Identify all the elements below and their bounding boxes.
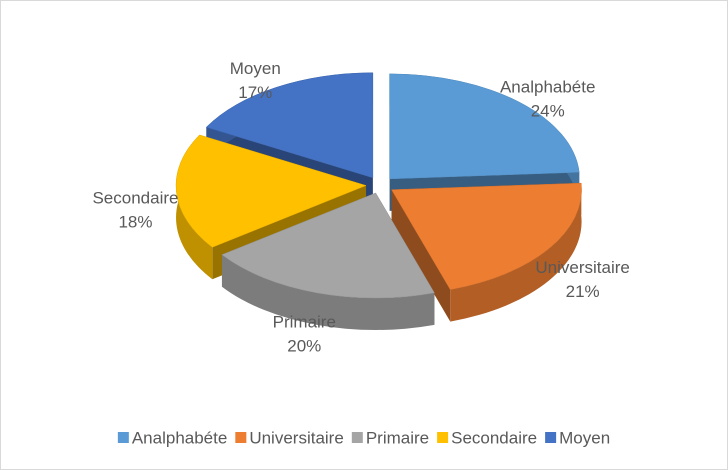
data-label-value: 21%: [566, 282, 600, 301]
slice-top: [205, 72, 374, 179]
legend-swatch: [437, 432, 449, 443]
data-label-name: Secondaire: [92, 188, 178, 207]
slice: [391, 182, 582, 322]
slice-top: [175, 134, 367, 248]
data-label-name: Universitaire: [535, 258, 629, 277]
slice-top: [391, 182, 582, 290]
slice-side: [221, 254, 435, 330]
slice-top: [389, 73, 580, 180]
data-label-value: 24%: [531, 101, 565, 120]
legend-swatch: [351, 432, 363, 443]
legend-swatch: [117, 432, 129, 443]
legend-label: Universitaire: [249, 428, 343, 447]
data-label-value: 18%: [118, 212, 152, 231]
legend-label: Analphabéte: [132, 428, 227, 447]
slice-side: [450, 183, 582, 322]
legend-label: Primaire: [366, 428, 429, 447]
legend-label: Secondaire: [451, 428, 537, 447]
slice-wall: [391, 189, 451, 322]
data-label-name: Moyen: [230, 59, 281, 78]
legend: Analphabéte Universitaire Primaire Secondai…: [117, 428, 610, 447]
slice-top: [221, 192, 435, 299]
legend-swatch: [545, 432, 557, 443]
data-label-value: 17%: [238, 83, 272, 102]
data-label-value: 20%: [287, 337, 321, 356]
data-label-name: Primaire: [273, 313, 336, 332]
legend-swatch: [235, 432, 247, 443]
data-label-name: Analphabéte: [500, 77, 595, 96]
slice: [221, 192, 435, 330]
legend-label: Moyen: [559, 428, 610, 447]
